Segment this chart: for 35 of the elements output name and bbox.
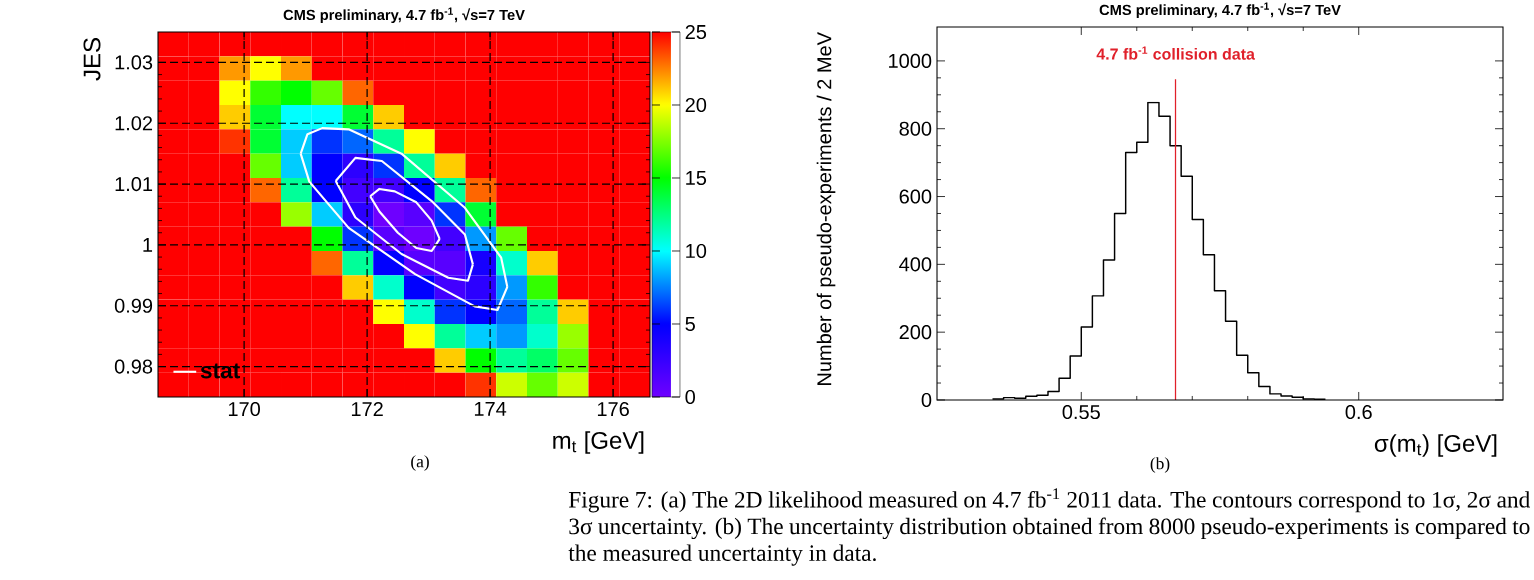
- y-tick-label: 1: [143, 238, 153, 252]
- y-tick-label: 800: [899, 121, 932, 136]
- y-axis-title: JES: [83, 38, 101, 81]
- x-tick-label: 0.6: [1345, 404, 1372, 420]
- y-tick-label: 1.02: [115, 116, 153, 131]
- x-tick-label: 172: [351, 401, 383, 416]
- x-axis-title: σ(m$_{t}$) [GeV]: [1374, 434, 1497, 457]
- y-tick-label: 1.01: [115, 176, 153, 192]
- color-bar-label: 5: [685, 317, 695, 331]
- x-axis-title: m$_{t}$ [GeV]: [553, 431, 644, 454]
- text: (b): [1150, 457, 1170, 473]
- y-tick-label: 400: [899, 257, 932, 272]
- y-tick-label: 600: [899, 189, 932, 204]
- color-bar-label: 25: [685, 24, 707, 40]
- x-tick-label: 176: [597, 401, 629, 417]
- y-tick-label: 1000: [889, 53, 932, 68]
- x-tick-label: 174: [474, 401, 507, 416]
- text: (a): [411, 455, 429, 471]
- caption: Figure 7: (a) The 2D likelihood measured on 4.7 fb$^{-1}$ 2011 data. The contours correspond to 1σ, 2σ and 3σ uncertainty. (b) The uncertainty distribution obtained from 8000 pseudo-experiments is compared to the measured uncertainty in data.: [568, 488, 1530, 566]
- ref-line-label: 4.7 fb$^{-1}$ collision data: [1096, 46, 1256, 60]
- color-bar-label: 0: [685, 389, 696, 405]
- y-tick-label: 0.99: [114, 298, 153, 313]
- y-tick-label: 200: [899, 325, 932, 340]
- y-tick-label: 1.03: [115, 55, 153, 70]
- color-bar-label: 20: [685, 97, 707, 113]
- x-tick-label: 0.55: [1062, 404, 1100, 420]
- y-tick-label: 0.98: [114, 359, 153, 374]
- chart-title: CMS preliminary, 4.7 fb$^{-1}$, √s=7 TeV: [1099, 2, 1341, 18]
- color-bar-label: 10: [686, 243, 707, 259]
- legend-label: stat: [200, 363, 240, 379]
- y-axis-title: Number of pseudo-experiments / 2 MeV: [816, 32, 836, 385]
- x-tick-label: 170: [228, 401, 260, 417]
- color-bar-label: 15: [686, 171, 707, 185]
- y-tick-label: 0: [921, 392, 932, 408]
- chart-title: CMS preliminary, 4.7 fb$^{-1}$, √s=7 TeV: [283, 7, 525, 24]
